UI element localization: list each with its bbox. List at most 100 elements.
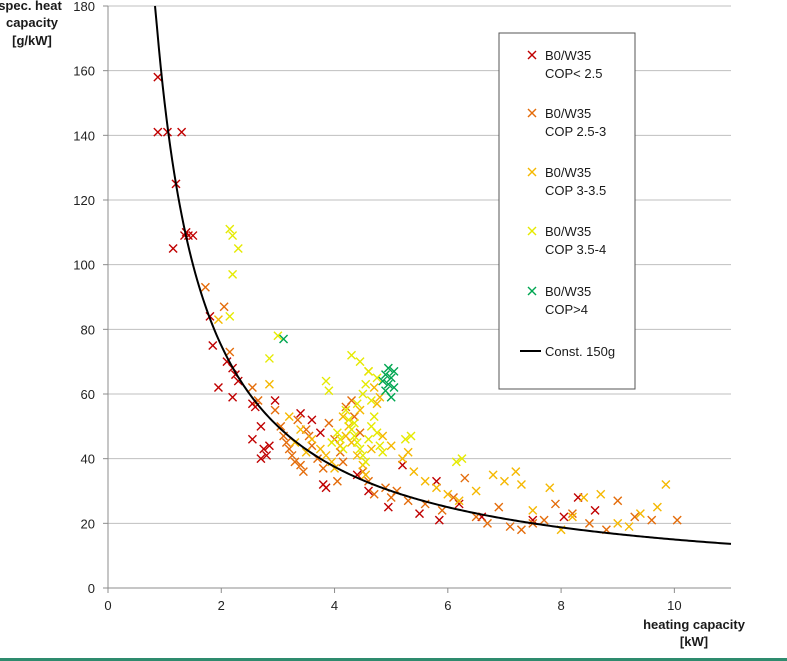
data-point-series-0	[153, 127, 163, 137]
data-point-series-0	[315, 428, 325, 438]
data-point-series-3	[332, 428, 342, 438]
data-point-series-3	[364, 434, 374, 444]
data-point-series-2	[652, 502, 662, 512]
data-point-series-0	[270, 395, 280, 405]
data-point-series-0	[208, 341, 218, 350]
data-point-series-2	[431, 483, 441, 493]
tick-labels: 0 20 40 60 80 100 120 140 160 180 0 2 4 6 8 10	[73, 0, 681, 613]
legend-label: B0/W35	[545, 284, 591, 299]
legend-label: COP 3.5-4	[545, 242, 606, 257]
data-point-series-0	[415, 509, 424, 519]
data-point-series-0	[383, 502, 393, 512]
data-point-series-0	[434, 515, 444, 525]
data-point-series-2	[264, 379, 274, 389]
legend-label: B0/W35	[545, 48, 591, 63]
data-point-series-0	[590, 505, 600, 515]
data-point-series-1	[630, 512, 640, 522]
data-point-series-1	[584, 518, 594, 528]
data-point-series-3	[352, 399, 362, 409]
data-point-series-1	[448, 492, 458, 502]
data-point-series-4	[383, 379, 393, 389]
data-point-series-0	[256, 421, 266, 431]
data-point-series-1	[539, 515, 549, 525]
data-point-series-1	[200, 282, 210, 292]
legend-label: COP 3-3.5	[545, 183, 606, 198]
data-point-series-4	[389, 383, 399, 393]
data-point-series-3	[341, 405, 351, 415]
bottom-accent-line	[0, 658, 787, 661]
data-point-series-0	[364, 486, 374, 496]
const-150g-line	[154, 5, 732, 545]
data-point-series-1	[332, 476, 342, 486]
data-point-series-3	[355, 357, 365, 367]
data-point-series-3	[358, 389, 368, 399]
legend-swatch-2	[527, 167, 537, 177]
data-point-series-3	[358, 450, 368, 460]
data-point-series-2	[488, 470, 498, 480]
data-point-series-3	[335, 434, 345, 444]
data-point-series-1	[225, 347, 235, 357]
legend-swatch-1	[527, 108, 537, 118]
data-point-series-3	[361, 457, 371, 467]
data-point-series-1	[287, 450, 297, 460]
data-point-series-1	[270, 405, 280, 415]
data-point-series-2	[516, 480, 526, 490]
data-point-series-1	[505, 522, 515, 532]
data-point-series-3	[233, 244, 243, 253]
data-point-series-1	[494, 502, 504, 512]
data-point-series-3	[347, 425, 357, 435]
data-point-series-2	[355, 405, 365, 415]
data-point-series-3	[355, 444, 365, 454]
data-point-series-2	[567, 512, 577, 522]
data-point-series-3	[375, 441, 385, 451]
data-point-series-0	[296, 408, 306, 418]
data-point-series-0	[321, 483, 331, 493]
x-tick-label: 0	[104, 598, 111, 613]
data-point-series-3	[361, 379, 371, 389]
data-point-series-0	[213, 383, 223, 393]
data-point-series-3	[344, 415, 354, 425]
data-point-series-4	[279, 334, 289, 344]
legend-label: Const. 150g	[545, 344, 615, 359]
legend-label: COP 2.5-3	[545, 124, 606, 139]
data-point-series-0	[168, 244, 178, 253]
data-point-series-1	[482, 518, 492, 528]
data-points	[153, 72, 682, 535]
data-point-series-1	[647, 515, 657, 525]
data-point-series-3	[378, 447, 388, 457]
data-point-series-2	[545, 483, 555, 493]
data-point-series-0	[259, 444, 269, 454]
data-point-series-1	[437, 505, 447, 515]
data-point-series-3	[369, 412, 379, 422]
data-point-series-2	[361, 470, 371, 480]
data-point-series-0	[228, 392, 238, 402]
data-point-series-2	[635, 509, 645, 519]
legend-label: B0/W35	[545, 106, 591, 121]
data-point-series-0	[559, 512, 569, 522]
data-point-series-3	[372, 428, 382, 438]
axes	[103, 5, 731, 593]
data-point-series-3	[273, 331, 283, 341]
x-tick-label: 6	[444, 598, 451, 613]
data-point-series-2	[528, 505, 538, 515]
data-point-series-1	[219, 302, 229, 312]
data-point-series-1	[369, 489, 379, 499]
data-point-series-2	[366, 444, 376, 454]
legend-label: COP< 2.5	[545, 66, 602, 81]
data-point-series-3	[225, 311, 235, 321]
data-point-series-1	[276, 421, 286, 431]
y-axis-title-line-3: [g/kW]	[12, 33, 52, 48]
data-point-series-2	[511, 467, 521, 477]
data-point-series-3	[366, 395, 376, 405]
data-point-series-0	[431, 476, 441, 486]
data-point-series-2	[471, 486, 481, 496]
y-tick-label: 20	[81, 516, 95, 531]
const-150g-curve	[154, 5, 732, 545]
data-point-series-1	[296, 460, 306, 470]
data-point-series-1	[281, 438, 291, 447]
data-point-series-2	[661, 480, 671, 490]
y-axis-title-line-2: capacity	[6, 15, 59, 30]
data-point-series-1	[516, 525, 526, 535]
y-tick-label: 100	[73, 258, 95, 273]
data-point-series-2	[420, 476, 430, 486]
